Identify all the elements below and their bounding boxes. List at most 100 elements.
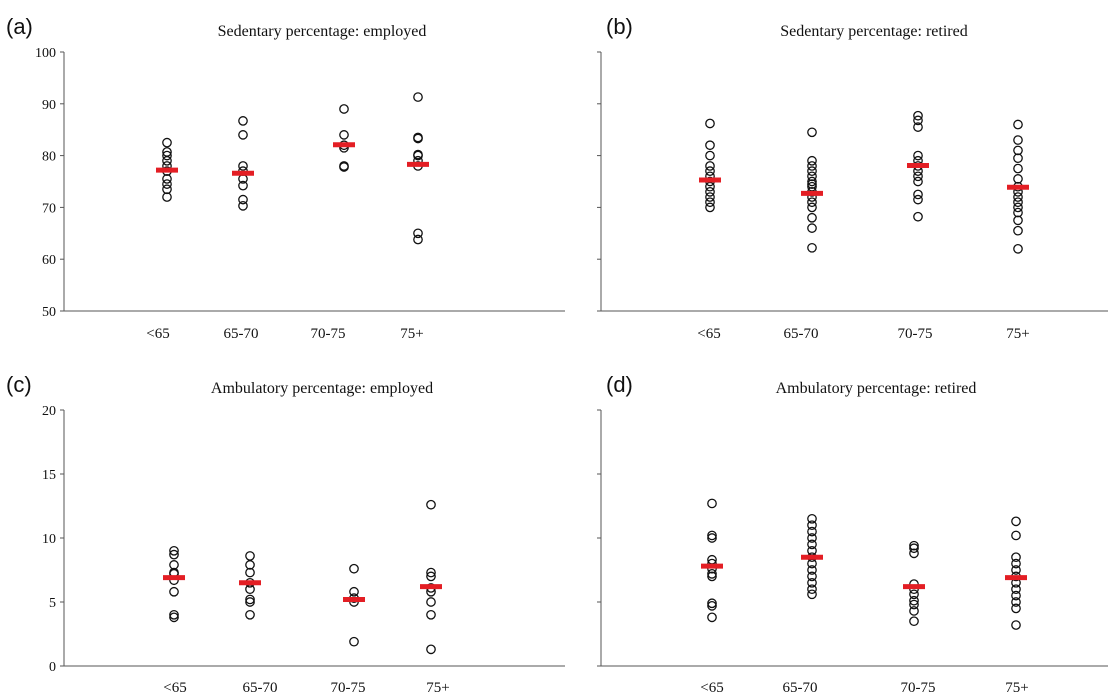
panel-title-a: Sedentary percentage: employed [218,23,427,40]
data-point-b [1013,225,1023,236]
data-point-d [1011,597,1021,607]
data-point-c [245,609,255,620]
x-tick-label-d: 75+ [1005,680,1028,696]
data-point-b [913,211,923,222]
panel-c: (c) Ambulatory percentage: employed 0 5 10… [6,372,565,696]
data-point-d [1011,590,1021,601]
data-point-b [705,187,715,197]
data-point-b [1013,135,1023,145]
data-point-c [245,567,255,578]
data-point-b [1013,163,1023,174]
data-point-b [1013,145,1023,156]
data-point-b [807,127,817,138]
data-point-b [913,110,923,121]
data-point-a [238,180,248,191]
data-point-b [913,171,923,182]
plot-area-b: <65 65-70 70-75 75+ [597,51,1108,342]
x-tick-label-a: <65 [146,326,169,342]
data-point-b [705,181,715,192]
data-point-c [169,560,179,570]
data-point-b [913,150,923,161]
data-point-d [807,571,817,582]
data-point-d [707,568,717,579]
y-tick-label-a: 60 [42,253,56,268]
data-point-a [162,184,172,195]
data-point-d [707,533,717,543]
data-point-b [807,166,817,176]
data-point-b [1013,192,1023,202]
y-tick-label-a: 90 [42,98,56,113]
data-point-b [1013,243,1023,254]
data-point-c [426,644,436,655]
x-tick-label-d: 70-75 [901,680,936,696]
panel-label-b: (b) [606,14,633,39]
data-point-d [707,600,717,611]
x-tick-label-d: 65-70 [783,680,818,696]
y-tick-label-a: 100 [35,46,56,61]
data-point-b [1013,197,1023,208]
data-point-d [1011,565,1021,575]
data-point-c [426,499,436,510]
data-point-d [1011,530,1021,541]
data-point-b [807,197,817,208]
data-point-c [426,567,436,578]
x-tick-label-c: 70-75 [331,680,366,696]
data-point-a [339,104,349,114]
data-point-b [705,140,715,151]
data-point-a [413,92,423,102]
data-point-d [707,530,717,541]
plot-area-a: 50 60 70 80 90 100 <65 65-70 70-75 75+ [35,46,565,342]
data-point-a [162,137,172,148]
x-tick-label-d: <65 [700,680,723,696]
data-point-a [162,179,172,189]
data-point-d [707,612,717,623]
panel-title-b: Sedentary percentage: retired [780,23,967,40]
data-point-b [705,150,715,161]
data-point-d [707,598,717,609]
data-point-d [807,533,817,543]
x-tick-label-c: <65 [163,680,186,696]
data-point-c [245,597,255,607]
data-point-a [162,150,172,161]
data-point-c [169,545,179,556]
data-point-b [705,118,715,129]
panel-a: (a) Sedentary percentage: employed 50 60 7… [6,14,565,342]
data-point-b [1013,202,1023,213]
data-point-d [909,599,919,610]
x-tick-label-b: 65-70 [784,326,819,342]
data-point-d [909,595,919,606]
data-point-d [909,540,919,551]
data-point-b [705,161,715,171]
data-point-c [349,563,359,574]
data-point-a [238,116,248,126]
data-point-c [426,571,436,582]
panel-b: (b) Sedentary percentage: retired <65 65-… [597,14,1108,342]
data-point-a [238,161,248,171]
data-point-b [913,189,923,200]
x-tick-label-c: 75+ [426,680,449,696]
x-tick-label-a: 70-75 [311,326,346,342]
data-point-c [349,636,359,647]
x-tick-label-b: 75+ [1006,326,1029,342]
data-point-d [909,543,919,554]
data-point-d [1011,620,1021,630]
panel-d: (d) Ambulatory percentage: retired <65 65… [597,372,1108,696]
data-point-b [807,176,817,187]
data-point-a [413,132,423,143]
data-point-b [807,161,817,171]
data-point-c [169,609,179,620]
data-point-d [909,606,919,616]
data-point-d [807,526,817,537]
panel-label-c: (c) [6,372,32,397]
data-point-c [169,586,179,597]
data-point-b [807,223,817,233]
x-tick-label-c: 65-70 [243,680,278,696]
data-point-a [238,130,248,140]
data-point-b [807,212,817,223]
data-point-b [1013,207,1023,218]
data-point-d [807,589,817,600]
data-point-d [707,498,717,509]
data-point-b [705,192,715,202]
data-point-b [1013,174,1023,184]
data-point-b [913,194,923,205]
